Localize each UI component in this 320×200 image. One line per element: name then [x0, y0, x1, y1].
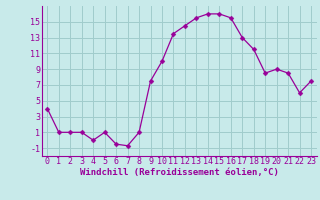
X-axis label: Windchill (Refroidissement éolien,°C): Windchill (Refroidissement éolien,°C) [80, 168, 279, 177]
